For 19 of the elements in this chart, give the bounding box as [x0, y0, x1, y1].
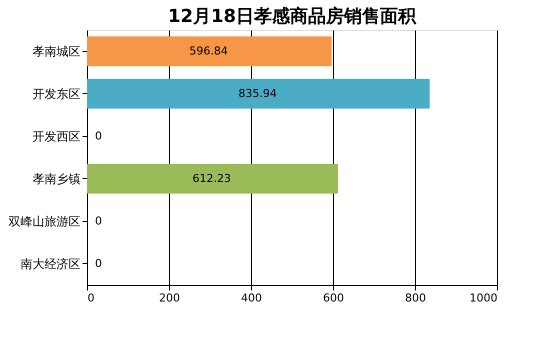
data-label: 0 [95, 214, 102, 228]
x-tick-label: 0 [88, 292, 94, 304]
data-label: 0 [95, 256, 102, 270]
y-tick-label: 孝南乡镇 [32, 172, 80, 186]
x-tick-label: 600 [323, 292, 344, 304]
x-tick-label: 800 [405, 292, 426, 304]
data-label: 835.94 [238, 86, 277, 100]
y-tick-label: 孝南城区 [32, 44, 80, 58]
data-label: 0 [95, 129, 102, 142]
data-label: 596.84 [189, 44, 228, 58]
x-tick-label: 200 [159, 292, 180, 304]
y-tick-label: 双峰山旅游区 [8, 214, 80, 228]
y-tick-label: 南大经济区 [20, 256, 80, 271]
y-tick-label: 开发西区 [32, 129, 80, 144]
y-tick-label: 开发东区 [32, 86, 80, 101]
x-tick-label: 400 [241, 292, 262, 304]
data-label: 612.23 [192, 172, 232, 185]
chart-title: 12月18日孝感商品房销售面积 [168, 6, 418, 27]
x-tick-label: 1000 [470, 292, 498, 304]
